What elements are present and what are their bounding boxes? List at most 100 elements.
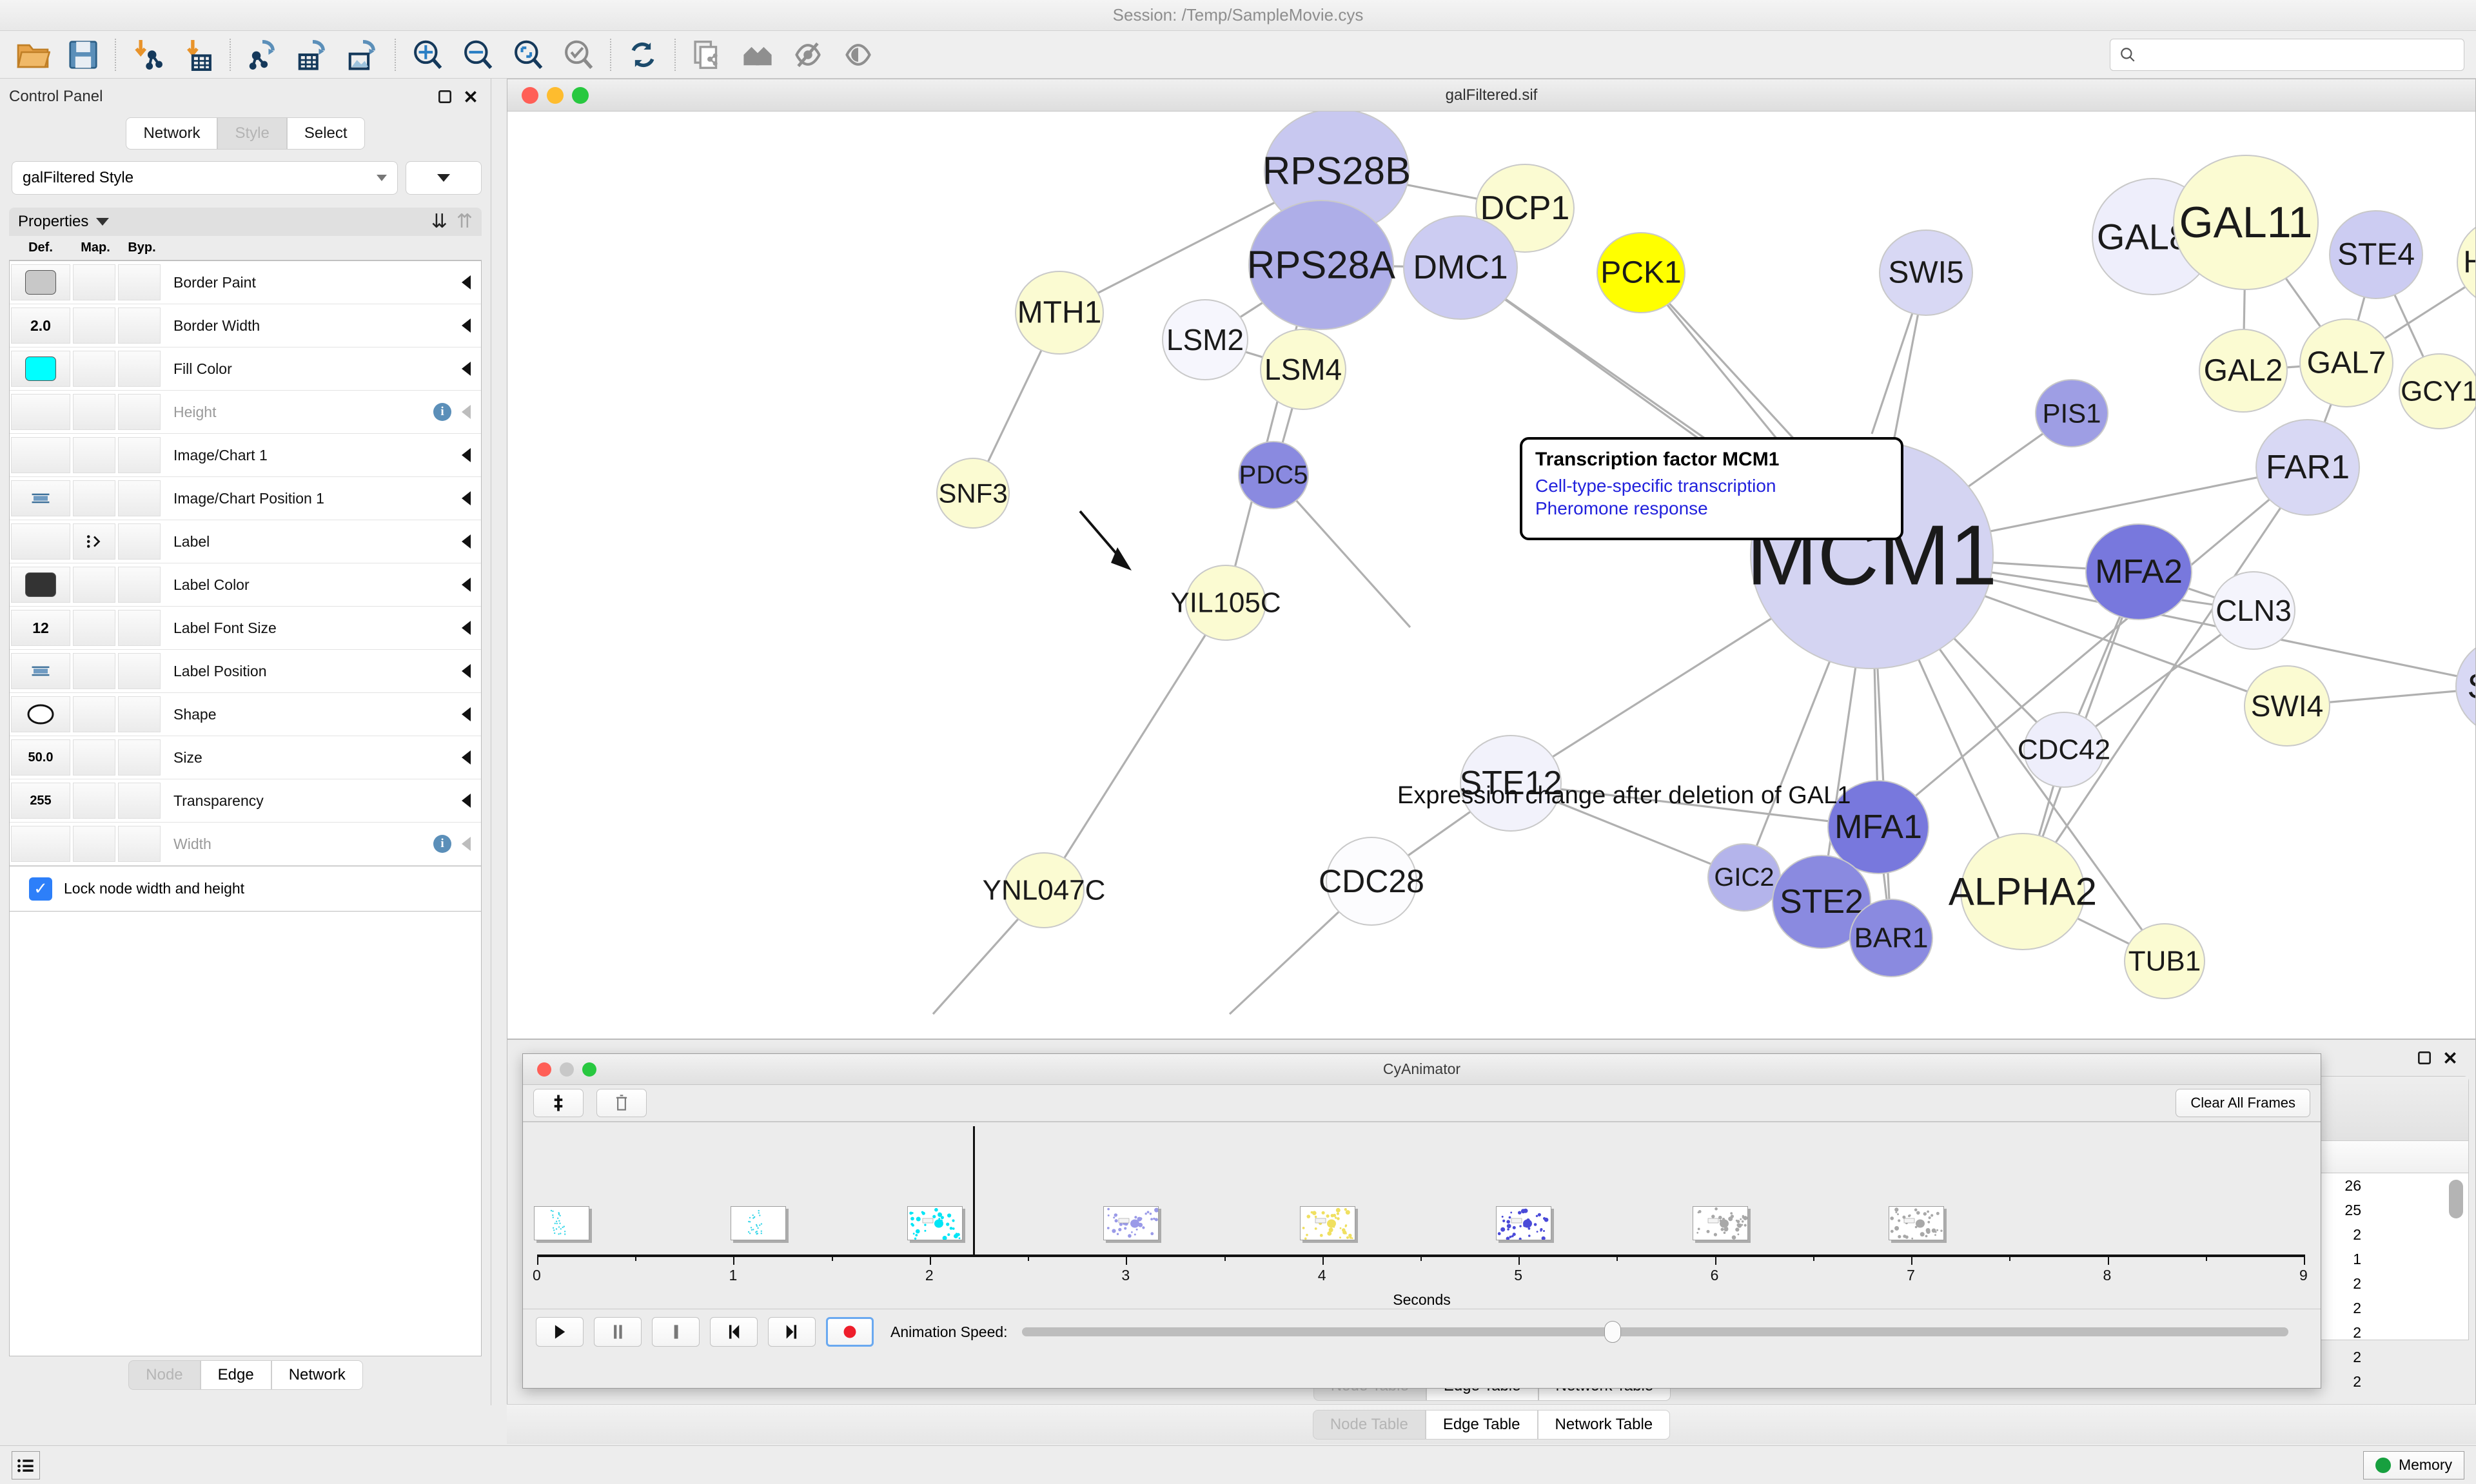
property-row[interactable]: 12 Label Font Size [10, 607, 481, 650]
property-mapping-cell[interactable] [73, 610, 115, 646]
expand-all-icon[interactable]: ⇊ [431, 211, 447, 232]
tab-network[interactable]: Network [126, 117, 218, 150]
property-default-cell[interactable]: 12 [11, 610, 70, 646]
network-node[interactable]: CLN3 [2212, 571, 2295, 650]
color-swatch[interactable] [25, 356, 56, 381]
step-back-button[interactable] [710, 1317, 758, 1347]
pause-button[interactable] [594, 1317, 642, 1347]
network-node[interactable]: YIL105C [1170, 565, 1281, 641]
table-row[interactable]: 25 [2344, 1202, 2361, 1218]
animation-frame[interactable] [1103, 1206, 1159, 1240]
play-button[interactable] [536, 1317, 584, 1347]
fit-content-icon[interactable] [553, 32, 604, 77]
expand-property-icon[interactable] [462, 707, 471, 721]
tab-node[interactable]: Node [128, 1360, 201, 1390]
property-row[interactable]: Label Position [10, 650, 481, 693]
network-node[interactable]: ALPHA2 [1949, 833, 2097, 950]
property-bypass-cell[interactable] [118, 610, 161, 646]
property-bypass-cell[interactable] [118, 523, 161, 560]
network-edge[interactable] [1510, 782, 1879, 828]
network-node[interactable]: GIC2 [1707, 843, 1781, 912]
table-row[interactable]: 1 [2353, 1251, 2361, 1267]
property-mapping-cell[interactable] [73, 653, 115, 689]
info-icon[interactable]: i [433, 835, 451, 853]
open-folder-icon[interactable] [8, 32, 58, 77]
property-row[interactable]: 50.0 Size [10, 736, 481, 779]
property-default-cell[interactable] [11, 567, 70, 603]
property-row[interactable]: Height i [10, 391, 481, 434]
zoom-out-icon[interactable] [453, 32, 503, 77]
zoom-selected-icon[interactable] [503, 32, 553, 77]
table-row[interactable]: 2 [2353, 1300, 2361, 1316]
network-node[interactable]: MTH1 [1015, 271, 1104, 355]
animation-frame[interactable] [907, 1206, 963, 1240]
property-row[interactable]: Image/Chart 1 [10, 434, 481, 477]
import-network-icon[interactable] [123, 32, 173, 77]
home-icon[interactable] [732, 32, 783, 77]
color-swatch[interactable] [25, 572, 56, 597]
property-default-cell[interactable] [11, 394, 70, 430]
property-bypass-cell[interactable] [118, 783, 161, 819]
property-bypass-cell[interactable] [118, 394, 161, 430]
hide-selected-icon[interactable] [783, 32, 833, 77]
network-node[interactable]: STE2 [1772, 855, 1871, 949]
add-frame-button[interactable] [533, 1089, 584, 1117]
property-mapping-cell[interactable] [73, 480, 115, 516]
property-bypass-cell[interactable] [118, 567, 161, 603]
style-options-menu-button[interactable] [406, 161, 482, 195]
property-default-cell[interactable] [11, 826, 70, 862]
style-select[interactable]: galFiltered Style [12, 161, 398, 195]
animation-frame[interactable] [1692, 1206, 1748, 1240]
network-node[interactable]: STE4 [2329, 210, 2423, 299]
table-scrollbar[interactable] [2449, 1180, 2463, 1218]
save-icon[interactable] [58, 32, 108, 77]
property-mapping-cell[interactable] [73, 826, 115, 862]
expand-property-icon[interactable] [462, 664, 471, 678]
property-row[interactable]: Image/Chart Position 1 [10, 477, 481, 520]
network-node[interactable]: CDC28 [1319, 837, 1424, 926]
animation-speed-slider[interactable] [1021, 1321, 2288, 1343]
property-mapping-cell[interactable] [73, 696, 115, 732]
network-node[interactable]: YNL047C [983, 852, 1106, 928]
expand-property-icon[interactable] [462, 837, 471, 851]
property-row[interactable]: 255 Transparency [10, 779, 481, 823]
property-default-cell[interactable] [11, 264, 70, 300]
property-default-cell[interactable] [11, 480, 70, 516]
collapse-all-icon[interactable]: ⇈ [456, 211, 473, 232]
animation-frame[interactable] [1889, 1206, 1945, 1240]
table-row[interactable]: 2 [2353, 1275, 2361, 1292]
property-row[interactable]: Label Color [10, 563, 481, 607]
info-icon[interactable]: i [433, 403, 451, 421]
network-node[interactable]: GAL2 [2199, 329, 2288, 413]
expand-property-icon[interactable] [462, 275, 471, 289]
expand-property-icon[interactable] [462, 405, 471, 419]
chevron-down-icon[interactable] [96, 218, 110, 226]
property-mapping-cell[interactable] [73, 351, 115, 387]
network-node[interactable]: SWI5 [1879, 229, 1973, 316]
animation-frame[interactable] [730, 1206, 786, 1240]
property-bypass-cell[interactable] [118, 437, 161, 473]
network-node[interactable]: PIS1 [2035, 379, 2108, 447]
animation-frame[interactable] [1299, 1206, 1355, 1240]
network-node[interactable]: GAL11 [2173, 155, 2319, 290]
animation-frame[interactable] [1496, 1206, 1552, 1240]
float-panel-icon[interactable] [434, 86, 456, 108]
property-row[interactable]: Border Paint [10, 261, 481, 304]
network-node[interactable]: MFA1 [1827, 780, 1929, 874]
expand-property-icon[interactable] [462, 362, 471, 376]
network-node[interactable]: TUB1 [2124, 923, 2205, 999]
expand-property-icon[interactable] [462, 318, 471, 333]
network-node[interactable]: PDC5 [1238, 441, 1309, 509]
table-row[interactable]: 26 [2344, 1177, 2361, 1194]
table-row[interactable]: 2 [2353, 1373, 2361, 1390]
tab-style[interactable]: Style [217, 117, 287, 150]
timeline-playhead[interactable] [973, 1126, 975, 1256]
delete-frame-button[interactable] [596, 1089, 647, 1117]
animation-speed-knob[interactable] [1604, 1321, 1622, 1343]
network-edge[interactable] [1043, 602, 1227, 891]
property-mapping-cell[interactable] [73, 437, 115, 473]
network-node[interactable]: RPS28B [1263, 112, 1411, 233]
search-input[interactable] [2143, 46, 2464, 63]
clear-all-frames-button[interactable]: Clear All Frames [2176, 1089, 2310, 1117]
task-list-icon[interactable] [12, 1450, 40, 1479]
